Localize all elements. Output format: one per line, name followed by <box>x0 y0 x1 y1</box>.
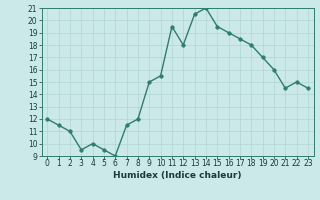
X-axis label: Humidex (Indice chaleur): Humidex (Indice chaleur) <box>113 171 242 180</box>
